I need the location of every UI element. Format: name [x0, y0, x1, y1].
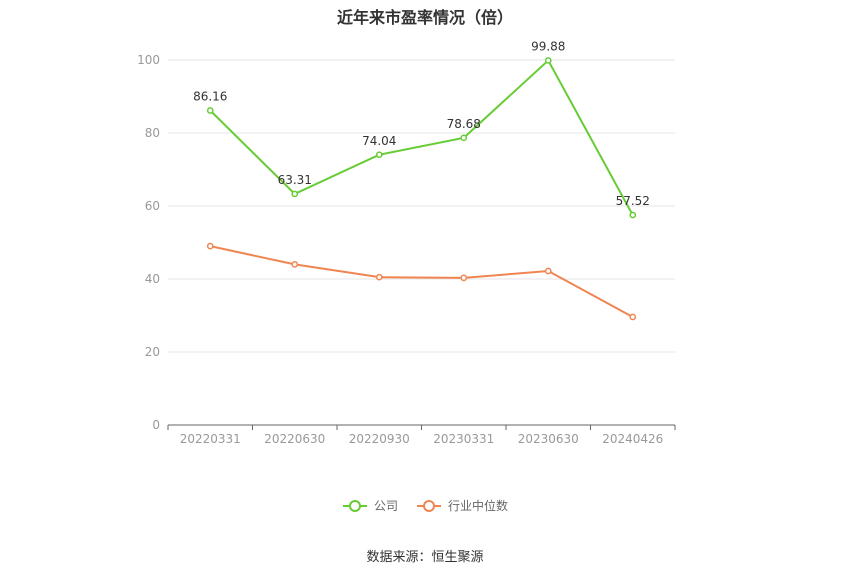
x-tick-label: 20230331 — [433, 432, 494, 446]
series-line — [210, 245, 634, 318]
data-point — [291, 261, 299, 268]
y-tick-label: 20 — [145, 345, 160, 359]
y-tick-label: 80 — [145, 126, 160, 140]
series-line — [209, 58, 634, 216]
x-tick-label: 20240426 — [602, 432, 663, 446]
legend-item[interactable]: 行业中位数 — [416, 497, 508, 514]
data-point — [291, 190, 299, 198]
x-tick-label: 20220630 — [264, 432, 325, 446]
data-label: 57.52 — [616, 194, 650, 208]
data-point — [629, 313, 637, 321]
data-label: 74.04 — [362, 134, 396, 148]
legend-marker — [348, 499, 361, 512]
legend-label: 公司 — [373, 499, 398, 513]
series-lines — [206, 57, 637, 321]
data-label: 86.16 — [193, 90, 227, 104]
legend-swatch — [417, 499, 441, 512]
line-chart: 0 20 40 60 80 100 20220331 20220630 20220930 2023… — [137, 39, 676, 446]
x-tick-label: 20230630 — [518, 432, 579, 446]
y-tick-label: 0 — [152, 418, 160, 432]
data-point — [544, 267, 552, 275]
grid-lines — [168, 59, 675, 353]
data-point — [460, 274, 468, 282]
data-point — [460, 134, 468, 142]
data-labels: 86.16 63.31 74.04 78.68 99.88 57.52 — [193, 39, 650, 208]
chart-title: 近年来市盈率情况（倍） — [336, 8, 513, 27]
data-point — [544, 57, 552, 64]
legend: 公司 行业中位数 — [0, 497, 850, 514]
y-tick-label: 100 — [137, 53, 160, 67]
y-tick-label: 60 — [145, 199, 160, 213]
data-label: 78.68 — [447, 117, 481, 131]
legend-marker — [423, 499, 435, 512]
x-axis: 0 20 40 60 80 100 20220331 20220630 20220930 2023… — [137, 53, 676, 446]
data-label: 63.31 — [278, 173, 312, 187]
data-label: 99.88 — [531, 39, 565, 53]
x-tick-label: 20220331 — [180, 432, 241, 446]
data-point — [206, 242, 214, 250]
data-point — [375, 273, 383, 281]
data-point — [206, 107, 214, 114]
data-point — [629, 211, 637, 219]
legend-item[interactable]: 公司 — [342, 497, 398, 514]
legend-swatch — [342, 499, 367, 512]
y-tick-label: 40 — [145, 272, 160, 286]
data-source-note: 数据来源：恒生聚源 — [366, 550, 484, 565]
legend-label: 行业中位数 — [448, 499, 509, 513]
data-point — [375, 151, 383, 159]
x-tick-label: 20220930 — [349, 432, 410, 446]
